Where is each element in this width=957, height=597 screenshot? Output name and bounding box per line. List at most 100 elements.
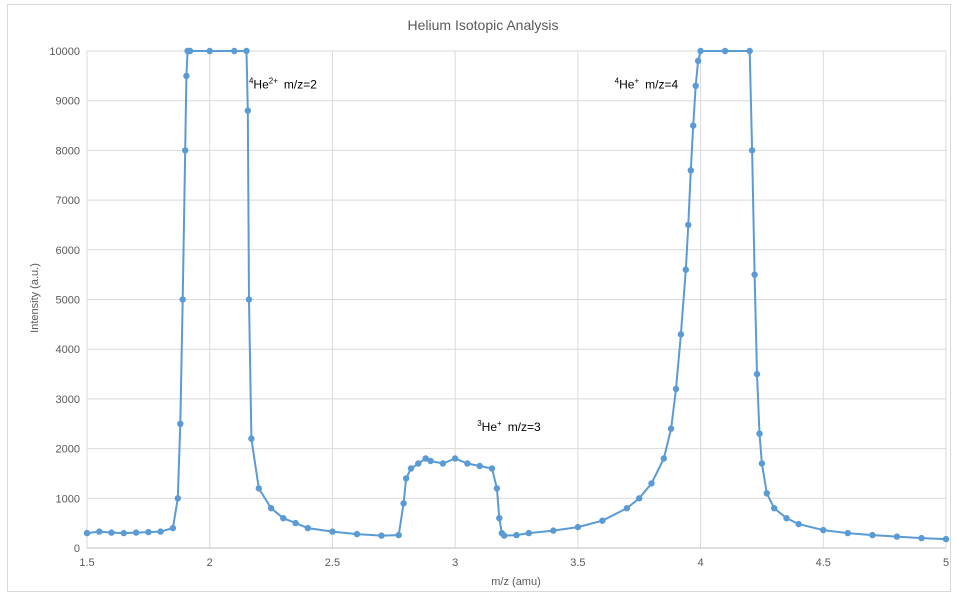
data-point-20 <box>245 296 253 303</box>
data-point-55 <box>667 425 675 432</box>
data-point-37 <box>439 460 447 467</box>
annotation-species: He <box>482 420 498 434</box>
y-tick-label-0: 0 <box>74 543 80 555</box>
data-point-76 <box>820 526 827 534</box>
data-point-45 <box>501 532 508 539</box>
data-point-69 <box>753 370 761 378</box>
annotation-species: He <box>619 77 635 91</box>
series-line-0 <box>86 50 947 541</box>
data-point-46 <box>513 531 520 539</box>
x-tick-label-6: 4.5 <box>816 557 831 569</box>
chart-title: Helium Isotopic Analysis <box>408 17 559 33</box>
data-point-65 <box>721 47 729 55</box>
data-point-66 <box>746 47 753 55</box>
data-point-49 <box>574 523 582 531</box>
data-point-30 <box>395 531 402 539</box>
data-point-11 <box>182 147 189 154</box>
data-point-17 <box>231 47 238 55</box>
x-tick-label-3: 3 <box>452 557 458 569</box>
data-point-15 <box>186 47 194 55</box>
data-point-36 <box>427 457 434 465</box>
annotations: 4He2+ m/z=2 3He+ m/z=3 4He+ m/z=4 <box>249 76 678 434</box>
data-point-33 <box>407 465 415 472</box>
data-point-60 <box>687 167 694 174</box>
data-point-2 <box>108 529 115 536</box>
data-point-75 <box>795 520 802 528</box>
data-point-59 <box>685 221 692 229</box>
data-point-64 <box>697 47 704 55</box>
y-tick-label-9: 9000 <box>56 96 80 108</box>
data-point-73 <box>771 505 778 512</box>
data-point-43 <box>496 515 503 522</box>
data-point-31 <box>400 500 407 507</box>
x-tick-label-7: 5 <box>943 557 949 569</box>
data-point-6 <box>157 528 164 535</box>
x-axis-label: m/z (amu) <box>491 576 541 588</box>
data-point-52 <box>636 495 643 502</box>
data-point-10 <box>179 296 186 303</box>
chart-frame <box>7 4 951 592</box>
annotation-charge: 2+ <box>269 76 278 85</box>
data-point-27 <box>329 528 336 535</box>
data-point-48 <box>550 527 557 534</box>
annotation-mass-number: 4 <box>615 76 620 85</box>
data-point-72 <box>763 490 770 497</box>
series-he-intensity <box>83 47 950 543</box>
data-point-3 <box>120 529 128 537</box>
data-point-1 <box>96 528 103 535</box>
y-tick-label-6: 6000 <box>56 245 80 257</box>
data-point-26 <box>304 524 312 532</box>
y-tick-label-10: 10000 <box>49 46 80 58</box>
y-tick-label-4: 4000 <box>56 344 80 356</box>
annotation-charge: + <box>634 76 639 85</box>
annotation-species: He <box>253 77 269 91</box>
data-point-81 <box>942 535 950 543</box>
data-point-19 <box>244 107 251 114</box>
data-point-40 <box>476 462 483 470</box>
data-point-0 <box>83 529 91 537</box>
data-point-78 <box>869 531 876 539</box>
data-point-21 <box>248 435 255 442</box>
data-point-38 <box>451 455 459 462</box>
data-point-35 <box>422 455 429 462</box>
data-point-63 <box>694 57 702 65</box>
data-point-79 <box>893 533 901 540</box>
data-point-80 <box>918 534 925 542</box>
peak-annotation-2: 4He+ m/z=4 <box>615 76 679 91</box>
peak-annotation-0: 4He2+ m/z=2 <box>249 76 317 91</box>
data-point-62 <box>692 82 699 90</box>
peak-annotation-1: 3He+ m/z=3 <box>477 419 541 434</box>
data-point-16 <box>206 47 213 55</box>
annotation-mass-number: 3 <box>477 419 482 428</box>
x-tick-label-2: 2.5 <box>325 557 340 569</box>
y-tick-label-3: 3000 <box>56 394 80 406</box>
data-point-71 <box>758 460 766 467</box>
data-point-34 <box>415 460 422 467</box>
data-point-50 <box>599 517 606 524</box>
data-point-9 <box>177 420 184 427</box>
x-tick-label-5: 4 <box>698 557 704 569</box>
data-point-67 <box>748 147 756 154</box>
data-point-68 <box>751 271 758 278</box>
y-tick-label-7: 7000 <box>56 195 80 207</box>
data-point-28 <box>353 530 361 538</box>
annotation-mass-number: 4 <box>249 76 254 85</box>
data-point-5 <box>145 528 152 536</box>
y-axis-label: Intensity (a.u.) <box>29 263 41 333</box>
data-point-74 <box>783 515 790 522</box>
data-point-24 <box>280 515 287 522</box>
x-tick-label-0: 1.5 <box>79 557 94 569</box>
data-point-58 <box>682 266 689 273</box>
data-point-42 <box>493 485 501 492</box>
data-point-23 <box>267 505 275 512</box>
data-point-70 <box>756 430 763 437</box>
data-point-51 <box>623 505 631 512</box>
data-point-47 <box>525 529 532 537</box>
gridlines <box>86 50 947 549</box>
data-point-56 <box>672 385 680 393</box>
y-tick-label-2: 2000 <box>56 444 80 456</box>
tick-labels: 0 1000 2000 3000 4000 5000 6000 7000 8000 9000 100… <box>49 46 949 569</box>
data-point-29 <box>378 532 385 539</box>
data-point-32 <box>402 475 410 482</box>
